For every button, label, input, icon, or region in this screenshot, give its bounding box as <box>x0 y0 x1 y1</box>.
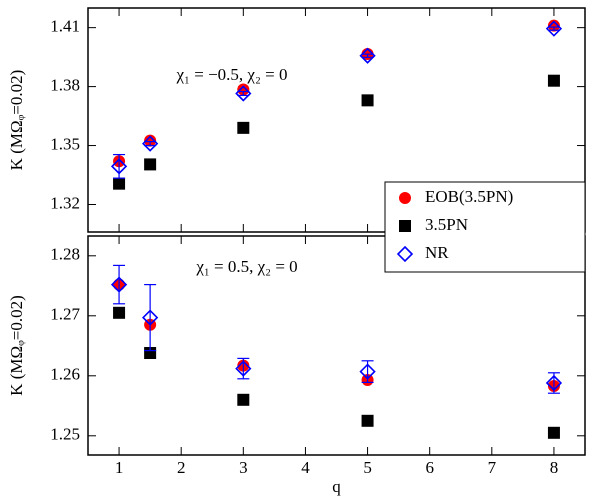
x-tick-label: 8 <box>550 458 559 477</box>
marker-square <box>547 426 560 439</box>
y-tick-label: 1.28 <box>50 245 80 264</box>
marker-diamond <box>235 85 252 102</box>
marker-square <box>113 177 126 190</box>
legend-label: NR <box>425 243 449 262</box>
marker-square <box>113 306 126 319</box>
marker-diamond <box>110 158 128 175</box>
marker-square <box>361 414 374 427</box>
marker-circle <box>399 192 411 204</box>
error-bar <box>361 53 374 58</box>
plot-frame <box>87 235 586 456</box>
x-tick-label: 1 <box>115 458 124 477</box>
x-tick-label: 7 <box>488 458 497 477</box>
marker-diamond <box>545 374 563 392</box>
x-tick-label: 5 <box>363 458 372 477</box>
marker-diamond <box>141 135 159 152</box>
error-bar <box>113 264 126 305</box>
marker-circle <box>144 134 157 147</box>
marker-diamond <box>110 276 128 293</box>
x-tick-label: 3 <box>239 458 248 477</box>
y-tick-label: 1.32 <box>50 193 80 212</box>
y-tick-label: 1.26 <box>50 365 80 384</box>
marker-square <box>399 220 411 232</box>
marker-square <box>237 393 250 406</box>
y-axis-label: K (MΩᵩ=0.02) <box>7 295 26 396</box>
marker-square <box>361 94 374 107</box>
x-tick-label: 6 <box>425 458 434 477</box>
marker-circle <box>237 83 250 96</box>
marker-diamond <box>396 245 414 263</box>
marker-circle <box>547 19 560 32</box>
marker-diamond <box>359 363 376 380</box>
annotation: χ₁ = 0.5, χ₂ = 0 <box>195 257 297 276</box>
y-tick-label: 1.38 <box>50 76 80 95</box>
x-tick-label: 2 <box>177 458 186 477</box>
legend-label: EOB(3.5PN) <box>425 187 513 206</box>
y-axis-label: K (MΩᵩ=0.02) <box>7 70 26 171</box>
marker-square <box>237 121 250 134</box>
plot-frame <box>87 7 586 233</box>
marker-diamond <box>235 360 252 377</box>
marker-square <box>547 74 560 87</box>
marker-square <box>144 158 157 171</box>
x-tick-label: 4 <box>301 458 310 477</box>
marker-diamond <box>545 20 563 37</box>
error-bar <box>547 26 560 31</box>
marker-diamond <box>359 47 376 64</box>
marker-diamond <box>141 309 159 326</box>
x-axis-label: q <box>332 477 341 496</box>
y-tick-label: 1.35 <box>50 134 80 153</box>
legend-label: 3.5PN <box>425 215 468 234</box>
y-tick-label: 1.27 <box>50 305 80 324</box>
y-tick-label: 1.25 <box>50 425 80 444</box>
error-bar <box>144 284 157 352</box>
legend-box <box>384 181 586 273</box>
annotation: χ₁ = −0.5, χ₂ = 0 <box>176 65 288 84</box>
y-tick-label: 1.41 <box>50 17 80 36</box>
